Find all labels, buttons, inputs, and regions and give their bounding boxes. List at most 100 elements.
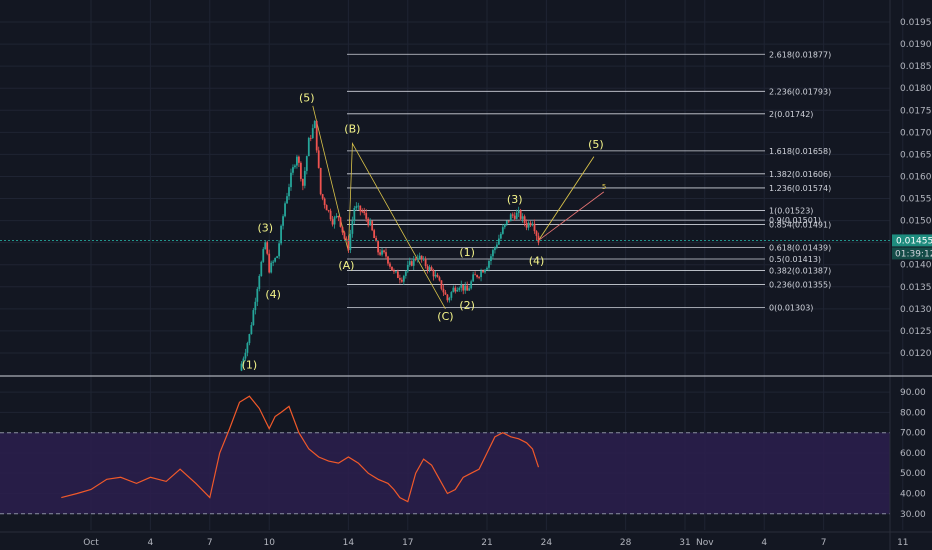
wave-label: (5) xyxy=(299,91,315,104)
candlestick-series xyxy=(240,120,540,372)
candle-body xyxy=(523,216,526,223)
fib-level-label: 2.236(0.01793) xyxy=(769,87,831,96)
current-price-label: 0.01455 xyxy=(896,236,932,246)
wave-lines[interactable] xyxy=(312,105,605,309)
candle-body xyxy=(426,266,429,270)
fib-level-label: 1.382(0.01606) xyxy=(769,170,831,179)
candle-body xyxy=(400,279,403,282)
candle-body xyxy=(466,285,469,291)
candle-body xyxy=(505,220,508,225)
candle-body xyxy=(519,210,522,219)
candle-body xyxy=(258,275,261,289)
candle-body xyxy=(448,297,451,301)
candle-body xyxy=(323,198,326,206)
rsi-tick-label: 90.00 xyxy=(900,388,926,398)
candle-body xyxy=(252,310,255,326)
candle-body xyxy=(327,210,330,212)
candle-body xyxy=(511,214,514,216)
rsi-band xyxy=(0,432,890,514)
candle-body xyxy=(410,261,413,266)
candle-body xyxy=(325,205,328,211)
candle-body xyxy=(385,252,387,257)
countdown-label: 01:39:12 xyxy=(895,249,932,259)
projection-wave-line[interactable] xyxy=(538,156,595,241)
candle-body xyxy=(254,301,257,311)
candle-body xyxy=(301,178,304,186)
candle-body xyxy=(484,269,486,273)
countdown-badge xyxy=(892,247,932,260)
candle-body xyxy=(515,212,518,219)
candle-body xyxy=(270,262,273,273)
rsi-tick-label: 30.00 xyxy=(900,510,926,520)
time-tick-label: 4 xyxy=(761,538,767,548)
candle-body xyxy=(497,238,500,245)
candle-body xyxy=(280,225,282,244)
candle-body xyxy=(268,253,271,273)
candle-body xyxy=(242,358,245,364)
candle-body xyxy=(533,223,536,232)
candle-body xyxy=(444,292,447,295)
candle-body xyxy=(529,222,532,226)
candle-body xyxy=(311,128,314,139)
candle-body xyxy=(244,352,247,359)
candle-body xyxy=(490,256,492,261)
candle-body xyxy=(397,271,399,278)
wave-label: (1) xyxy=(242,358,258,371)
candle-body xyxy=(321,194,324,199)
time-tick-label: 14 xyxy=(343,538,355,548)
fib-level-label: 1.618(0.01658) xyxy=(769,147,831,156)
fib-level-label: 0.5(0.01413) xyxy=(769,255,821,264)
candle-body xyxy=(472,274,475,282)
candle-body xyxy=(398,277,401,280)
candle-body xyxy=(440,280,443,289)
fib-level-label: 0.9(0.01501) xyxy=(769,216,821,225)
candle-body xyxy=(404,271,407,276)
candle-body xyxy=(492,250,494,257)
candle-body xyxy=(424,258,427,267)
fib-level-label: 0.854(0.01491) xyxy=(769,221,831,230)
candle-body xyxy=(480,271,482,278)
candle-body xyxy=(381,250,383,255)
candle-body xyxy=(450,292,453,298)
candle-body xyxy=(365,213,368,219)
candle-body xyxy=(525,222,528,228)
candle-body xyxy=(298,156,300,163)
candle-body xyxy=(353,208,356,221)
time-tick-label: 17 xyxy=(402,538,413,548)
time-tick-label: 11 xyxy=(897,538,908,548)
wave-label: (3) xyxy=(257,222,273,235)
candle-body xyxy=(296,156,298,166)
fibonacci-levels[interactable]: 0(0.01303) 0.236(0.01355) 0.382(0.01387) 0.… xyxy=(347,50,831,313)
candle-body xyxy=(274,257,277,262)
candle-body xyxy=(305,156,308,171)
wave-abc-line[interactable] xyxy=(312,105,446,309)
wave-label: (3) xyxy=(507,193,523,206)
candle-body xyxy=(527,222,530,228)
candle-body xyxy=(331,219,334,225)
candle-body xyxy=(367,218,370,226)
candle-body xyxy=(412,258,415,266)
candle-body xyxy=(369,221,372,226)
candle-body xyxy=(307,138,310,157)
candle-body xyxy=(256,288,259,302)
candle-body xyxy=(460,284,463,288)
candle-body xyxy=(347,239,350,251)
candle-body xyxy=(319,167,322,195)
candle-body xyxy=(430,267,433,271)
projection-alt-line[interactable] xyxy=(538,191,605,241)
candle-body xyxy=(260,261,263,276)
candle-body xyxy=(315,120,318,151)
time-tick-label: 24 xyxy=(541,538,553,548)
candle-body xyxy=(248,334,251,344)
candle-body xyxy=(458,287,461,290)
rsi-tick-label: 80.00 xyxy=(900,408,926,418)
